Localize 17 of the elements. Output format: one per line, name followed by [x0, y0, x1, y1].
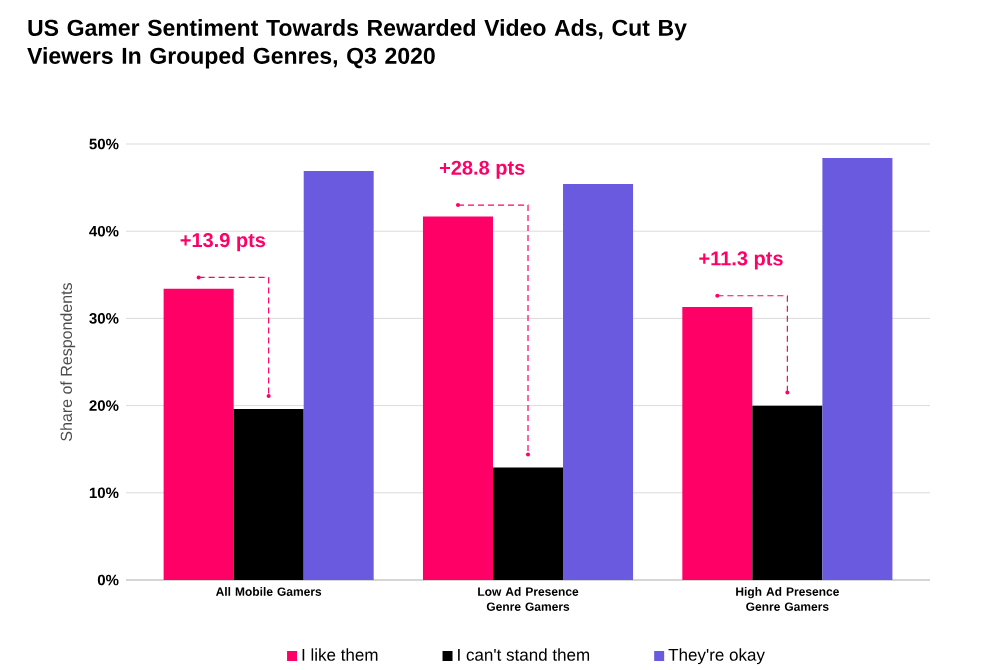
y-axis-title: Share of Respondents — [60, 283, 76, 441]
annotation: +11.3 pts — [699, 251, 783, 270]
bar — [492, 467, 564, 580]
chart-title: US Gamer Sentiment Towards Rewarded Video Ads, Cut By Viewers In Grouped Genres, Q3 2020 — [27, 19, 687, 69]
legend-label: I like them — [302, 648, 378, 661]
annotation: +28.8 pts — [439, 160, 525, 179]
bar — [422, 216, 493, 580]
legend-label: They're okay — [668, 648, 765, 665]
bar — [233, 409, 304, 580]
bar — [752, 405, 823, 580]
bar — [682, 307, 753, 580]
bar — [163, 288, 234, 580]
bar — [822, 157, 893, 580]
bar — [563, 184, 634, 580]
bar — [303, 171, 374, 580]
annotation: +13.9 pts — [180, 233, 266, 252]
legend-label: I can't stand them — [458, 648, 590, 661]
